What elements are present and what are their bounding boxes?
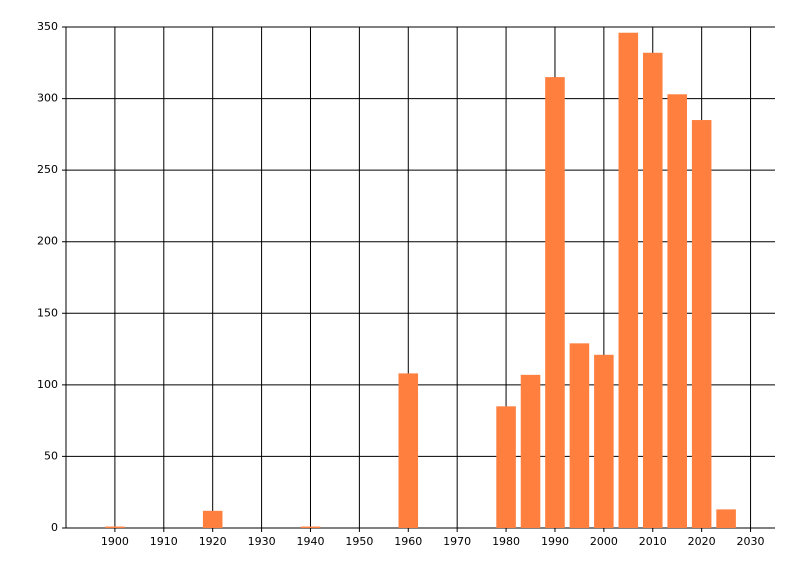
bar [202,510,223,528]
x-tick-label: 1910 [150,535,178,548]
x-tick-label: 1920 [199,535,227,548]
x-tick-label: 1930 [248,535,276,548]
x-tick-label: 1990 [541,535,569,548]
y-tick-label: 200 [37,235,58,248]
x-tick-label: 1940 [296,535,324,548]
bar [667,94,687,528]
x-tick-label: 1960 [394,535,422,548]
y-tick-label: 50 [44,449,58,462]
bar [105,526,125,528]
bar [691,120,712,529]
bar [496,406,516,528]
x-tick-label: 2030 [737,535,765,548]
x-tick-label: 2020 [688,535,716,548]
bar [594,354,614,528]
y-tick-label: 150 [37,306,58,319]
bar [520,374,541,528]
y-tick-label: 350 [37,20,58,33]
bar [300,526,321,528]
x-tick-label: 1950 [345,535,373,548]
bar [716,509,736,528]
y-tick-label: 100 [37,378,58,391]
x-tick-label: 1980 [492,535,520,548]
x-tick-label: 1970 [443,535,471,548]
bar [618,32,639,529]
bar [569,343,590,528]
x-tick-label: 2010 [639,535,667,548]
x-tick-label: 2000 [590,535,618,548]
bar [398,373,419,528]
y-tick-label: 250 [37,163,58,176]
x-tick-label: 1900 [101,535,129,548]
y-tick-label: 0 [51,521,58,534]
bar [545,77,565,528]
bar [642,52,663,528]
y-tick-label: 300 [37,92,58,105]
